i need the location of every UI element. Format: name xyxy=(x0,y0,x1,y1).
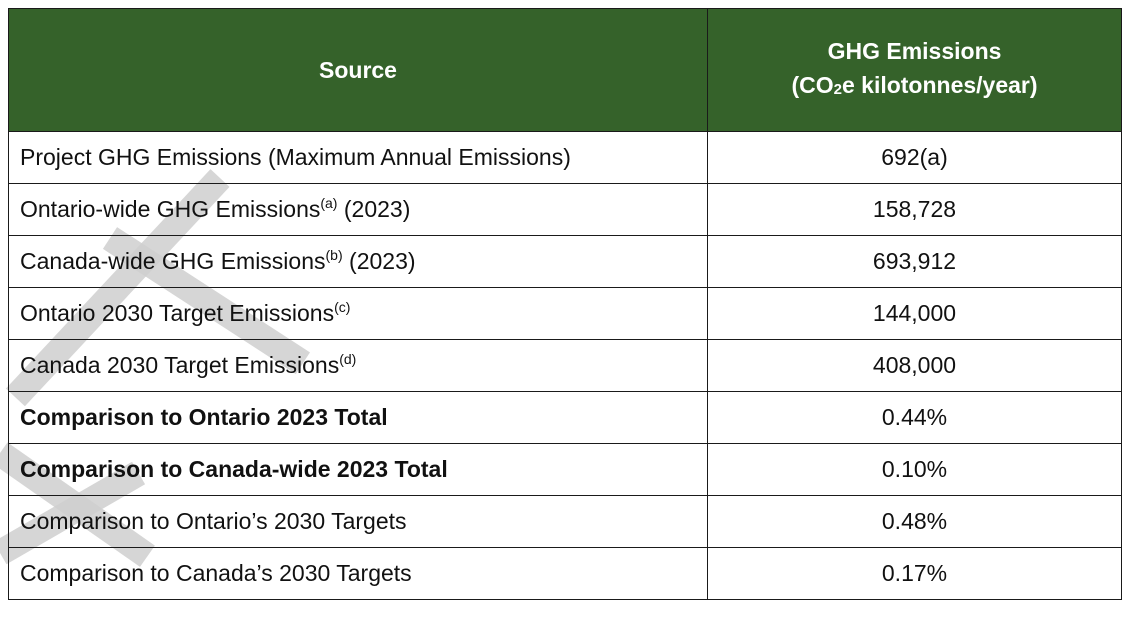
table-row: Comparison to Ontario 2023 Total 0.44% xyxy=(8,391,1122,444)
header-emissions: GHG Emissions (CO2e kilotonnes/year) xyxy=(707,8,1122,132)
source-year: (2023) xyxy=(342,248,416,274)
source-label: Comparison to Canada-wide 2023 Total xyxy=(20,456,448,482)
table-row: Canada 2030 Target Emissions(d) 408,000 xyxy=(8,339,1122,392)
table-row: Comparison to Ontario’s 2030 Targets 0.48… xyxy=(8,495,1122,548)
emissions-value: 0.44% xyxy=(707,391,1122,444)
emissions-value: 0.10% xyxy=(707,443,1122,496)
source-cell: Comparison to Ontario 2023 Total xyxy=(8,391,708,444)
footnote-ref: (a) xyxy=(320,195,338,211)
emissions-value: 693,912 xyxy=(707,235,1122,288)
emissions-value: 158,728 xyxy=(707,183,1122,236)
source-label: Ontario 2030 Target Emissions xyxy=(20,300,335,326)
source-cell: Comparison to Canada-wide 2023 Total xyxy=(8,443,708,496)
table-header-row: Source GHG Emissions (CO2e kilotonnes/ye… xyxy=(8,8,1122,132)
source-cell: Comparison to Ontario’s 2030 Targets xyxy=(8,495,708,548)
emissions-value: 144,000 xyxy=(707,287,1122,340)
source-cell: Ontario 2030 Target Emissions(c) xyxy=(8,287,708,340)
header-emissions-line1: GHG Emissions xyxy=(827,37,1002,64)
source-cell: Ontario-wide GHG Emissions(a) (2023) xyxy=(8,183,708,236)
footnote-ref: (b) xyxy=(325,247,343,263)
source-label: Comparison to Canada’s 2030 Targets xyxy=(20,560,412,586)
table-row: Canada-wide GHG Emissions(b) (2023) 693,9… xyxy=(8,235,1122,288)
source-cell: Canada 2030 Target Emissions(d) xyxy=(8,339,708,392)
ghg-emissions-table: Source GHG Emissions (CO2e kilotonnes/ye… xyxy=(8,8,1122,600)
source-label: Comparison to Ontario 2023 Total xyxy=(20,404,388,430)
source-label: Comparison to Ontario’s 2030 Targets xyxy=(20,508,407,534)
header-emissions-unit-post: e kilotonnes/year) xyxy=(841,71,1038,98)
source-label: Project GHG Emissions (Maximum Annual Em… xyxy=(20,144,571,170)
source-label: Canada 2030 Target Emissions xyxy=(20,352,340,378)
header-emissions-unit-sub: 2 xyxy=(833,80,842,98)
table-row: Project GHG Emissions (Maximum Annual Em… xyxy=(8,131,1122,184)
emissions-value: 0.48% xyxy=(707,495,1122,548)
table-row: Comparison to Canada-wide 2023 Total 0.10… xyxy=(8,443,1122,496)
table-row: Ontario-wide GHG Emissions(a) (2023) 158,… xyxy=(8,183,1122,236)
source-label: Canada-wide GHG Emissions xyxy=(20,248,326,274)
source-cell: Comparison to Canada’s 2030 Targets xyxy=(8,547,708,600)
source-label: Ontario-wide GHG Emissions xyxy=(20,196,321,222)
header-emissions-unit-pre: (CO xyxy=(791,71,834,98)
source-cell: Canada-wide GHG Emissions(b) (2023) xyxy=(8,235,708,288)
source-cell: Project GHG Emissions (Maximum Annual Em… xyxy=(8,131,708,184)
table-row: Ontario 2030 Target Emissions(c) 144,000 xyxy=(8,287,1122,340)
table-row: Comparison to Canada’s 2030 Targets 0.17% xyxy=(8,547,1122,600)
source-year: (2023) xyxy=(337,196,411,222)
footnote-ref: (d) xyxy=(339,351,357,367)
emissions-value: 408,000 xyxy=(707,339,1122,392)
header-source: Source xyxy=(8,8,708,132)
footnote-ref: (c) xyxy=(334,299,351,315)
emissions-value: 692(a) xyxy=(707,131,1122,184)
emissions-value: 0.17% xyxy=(707,547,1122,600)
